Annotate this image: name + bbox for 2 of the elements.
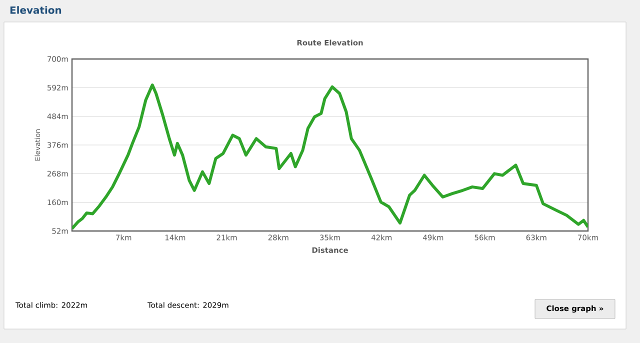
line-series (72, 84, 588, 230)
text: Elevation (10, 6, 62, 14)
